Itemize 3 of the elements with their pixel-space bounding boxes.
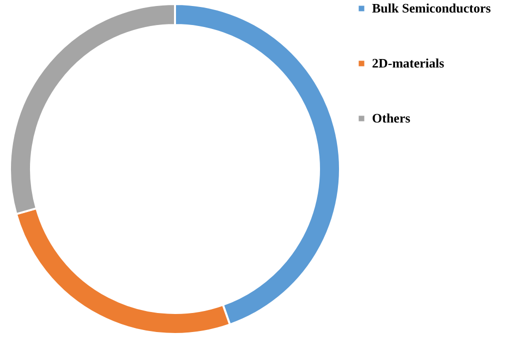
legend-label: Others [372,110,410,126]
legend-label: 2D-materials [372,56,444,70]
legend-label: Bulk Semiconductors [372,0,491,16]
